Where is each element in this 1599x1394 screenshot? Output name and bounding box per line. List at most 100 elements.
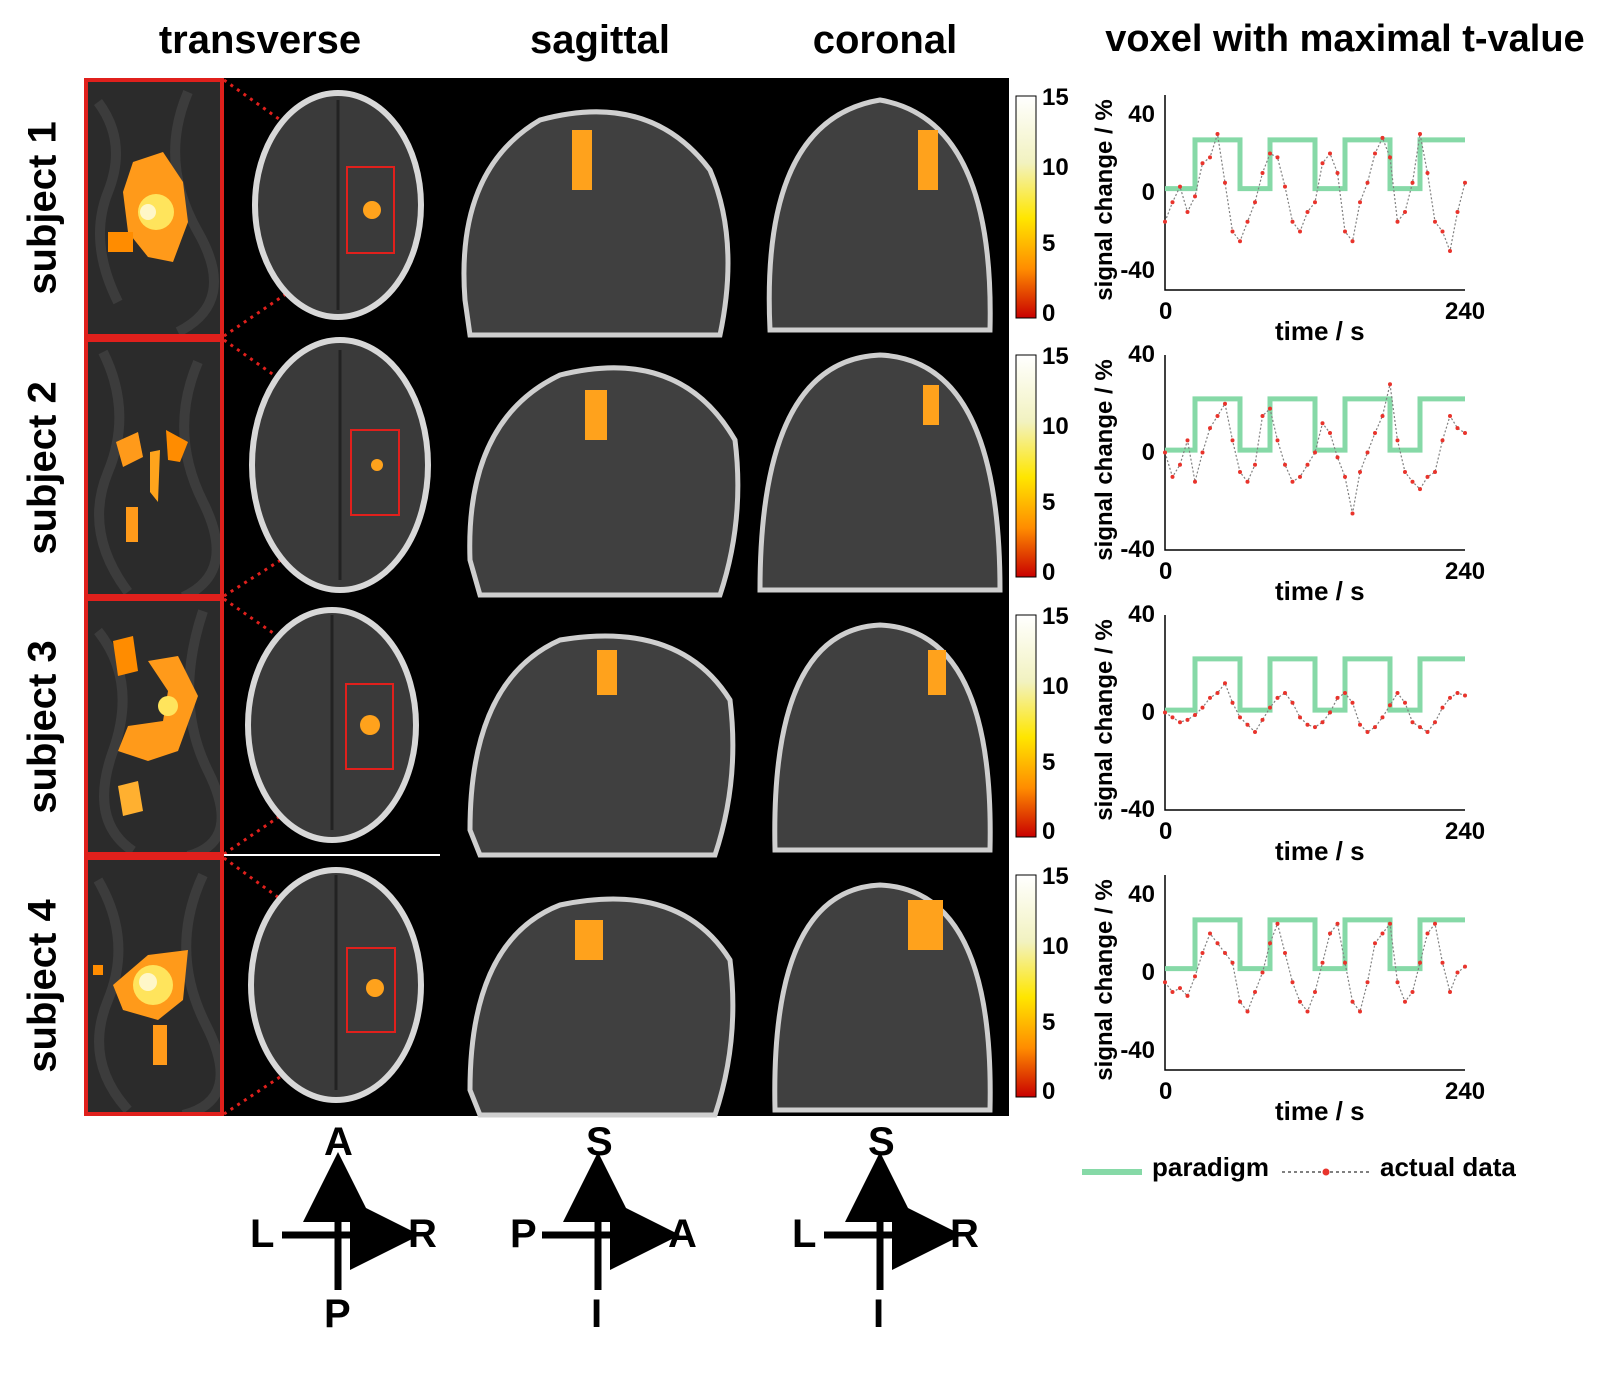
colorbar-3-tick-5: 5 (1042, 749, 1056, 776)
actual-data-point (1418, 132, 1422, 136)
colorbar-3-tick-15: 15 (1042, 603, 1069, 630)
header-transverse: transverse (158, 18, 362, 62)
actual-data-point (1215, 132, 1220, 136)
actual-data-point (1455, 210, 1460, 214)
actual-data-point (1410, 720, 1415, 725)
actual-data-point (1260, 171, 1265, 175)
x-tick-label: 0 (1159, 818, 1173, 845)
actual-data-point (1455, 970, 1460, 975)
actual-data-point (1365, 730, 1370, 734)
actual-data-point (1163, 450, 1167, 455)
actual-data-point (1223, 681, 1227, 686)
actual-data-point (1305, 462, 1310, 467)
actual-data-point (1275, 155, 1280, 160)
actual-data-point (1335, 921, 1340, 926)
paradigm-line (1165, 137, 1465, 192)
y-tick-label: 0 (1141, 958, 1155, 986)
actual-data-point (1328, 431, 1332, 435)
actual-data-point (1200, 161, 1205, 166)
actual-data-point (1230, 700, 1235, 705)
x-axis-label: time / s (1275, 576, 1365, 606)
actual-data-point (1410, 479, 1415, 484)
actual-data-point (1380, 413, 1385, 418)
timecourse-plot-4 (1163, 875, 1467, 1071)
colorbar-4-tick-10: 10 (1042, 933, 1069, 960)
y-tick-label: 40 (1128, 601, 1155, 628)
actual-data-point (1403, 210, 1407, 214)
actual-data-point (1335, 171, 1340, 175)
actual-data-point (1305, 1009, 1310, 1014)
actual-data-point (1253, 730, 1257, 734)
y-tick-label: 0 (1141, 178, 1155, 206)
actual-data-point (1185, 438, 1190, 443)
actual-data-point (1365, 180, 1370, 185)
x-axis-label: time / s (1275, 316, 1365, 346)
actual-data-point (1343, 691, 1347, 695)
actual-data-point (1260, 970, 1265, 975)
actual-data-point (1455, 691, 1460, 695)
actual-data-point (1268, 705, 1272, 710)
actual-data-point (1433, 921, 1437, 926)
actual-data-point (1208, 155, 1212, 160)
actual-data-point (1208, 931, 1212, 936)
row-label-subject-2: subject 2 (20, 381, 65, 555)
actual-data-point (1358, 1009, 1362, 1014)
paradigm-line (1165, 656, 1465, 713)
timecourse-plot-1 (1163, 95, 1467, 291)
colorbar-3-tick-0: 0 (1042, 818, 1056, 845)
actual-data-point (1223, 401, 1227, 406)
actual-data-point (1275, 695, 1280, 700)
actual-data-point (1185, 210, 1190, 214)
y-tick-label: 0 (1141, 438, 1155, 466)
legend-paradigm-swatch (1082, 1169, 1142, 1175)
actual-data-point (1395, 219, 1400, 224)
actual-data-point (1440, 229, 1445, 234)
actual-data-point (1170, 715, 1175, 720)
zoom-view-subject-2 (84, 338, 224, 598)
orient-transverse-left: L (250, 1212, 275, 1256)
actual-data-point (1388, 382, 1392, 387)
actual-data-point (1178, 462, 1182, 467)
colorbar-4-tick-0: 0 (1042, 1078, 1056, 1105)
zoom-view-subject-4 (84, 856, 224, 1116)
actual-data-point (1283, 691, 1287, 695)
actual-data-point (1290, 980, 1295, 985)
timecourse-plot-2 (1163, 355, 1467, 551)
y-axis-label: signal change / % (1091, 359, 1118, 561)
actual-data-point (1245, 1009, 1250, 1014)
actual-data-point (1275, 921, 1280, 926)
header-sagittal: sagittal (529, 18, 671, 62)
actual-data-point (1268, 151, 1272, 156)
actual-data-point (1200, 951, 1205, 955)
actual-data-point (1320, 161, 1325, 166)
actual-data-point (1313, 990, 1317, 994)
actual-data-point (1215, 413, 1220, 418)
orient-sagittal-down: I (591, 1292, 603, 1336)
orient-transverse-up: A (324, 1120, 353, 1164)
colorbar-4-tick-5: 5 (1042, 1009, 1056, 1036)
actual-data-point (1418, 960, 1422, 965)
actual-data-point (1230, 438, 1235, 443)
actual-data-point (1328, 710, 1332, 715)
actual-data-point (1193, 479, 1197, 484)
actual-data-point (1350, 700, 1355, 705)
x-tick-label: 0 (1159, 298, 1173, 325)
actual-data-point (1208, 426, 1212, 431)
legend-actual-data-swatch (1282, 1168, 1370, 1176)
actual-data-point (1238, 470, 1242, 474)
actual-data-point (1268, 406, 1272, 411)
actual-data-point (1290, 219, 1295, 224)
actual-data-point (1253, 462, 1257, 467)
actual-data-point (1440, 438, 1445, 443)
actual-data-point (1425, 474, 1430, 479)
orient-sagittal-left: P (510, 1212, 537, 1256)
y-axis-label: signal change / % (1091, 99, 1118, 301)
actual-data-point (1380, 135, 1385, 140)
actual-data-point (1238, 715, 1242, 720)
x-tick-label: 240 (1445, 558, 1486, 585)
header-timecourse: voxel with maximal t-value (1105, 18, 1585, 60)
actual-data-point (1425, 931, 1430, 936)
actual-data-point (1373, 151, 1377, 156)
colorbar-3-tick-10: 10 (1042, 673, 1069, 700)
colorbar-2-tick-15: 15 (1042, 343, 1069, 370)
